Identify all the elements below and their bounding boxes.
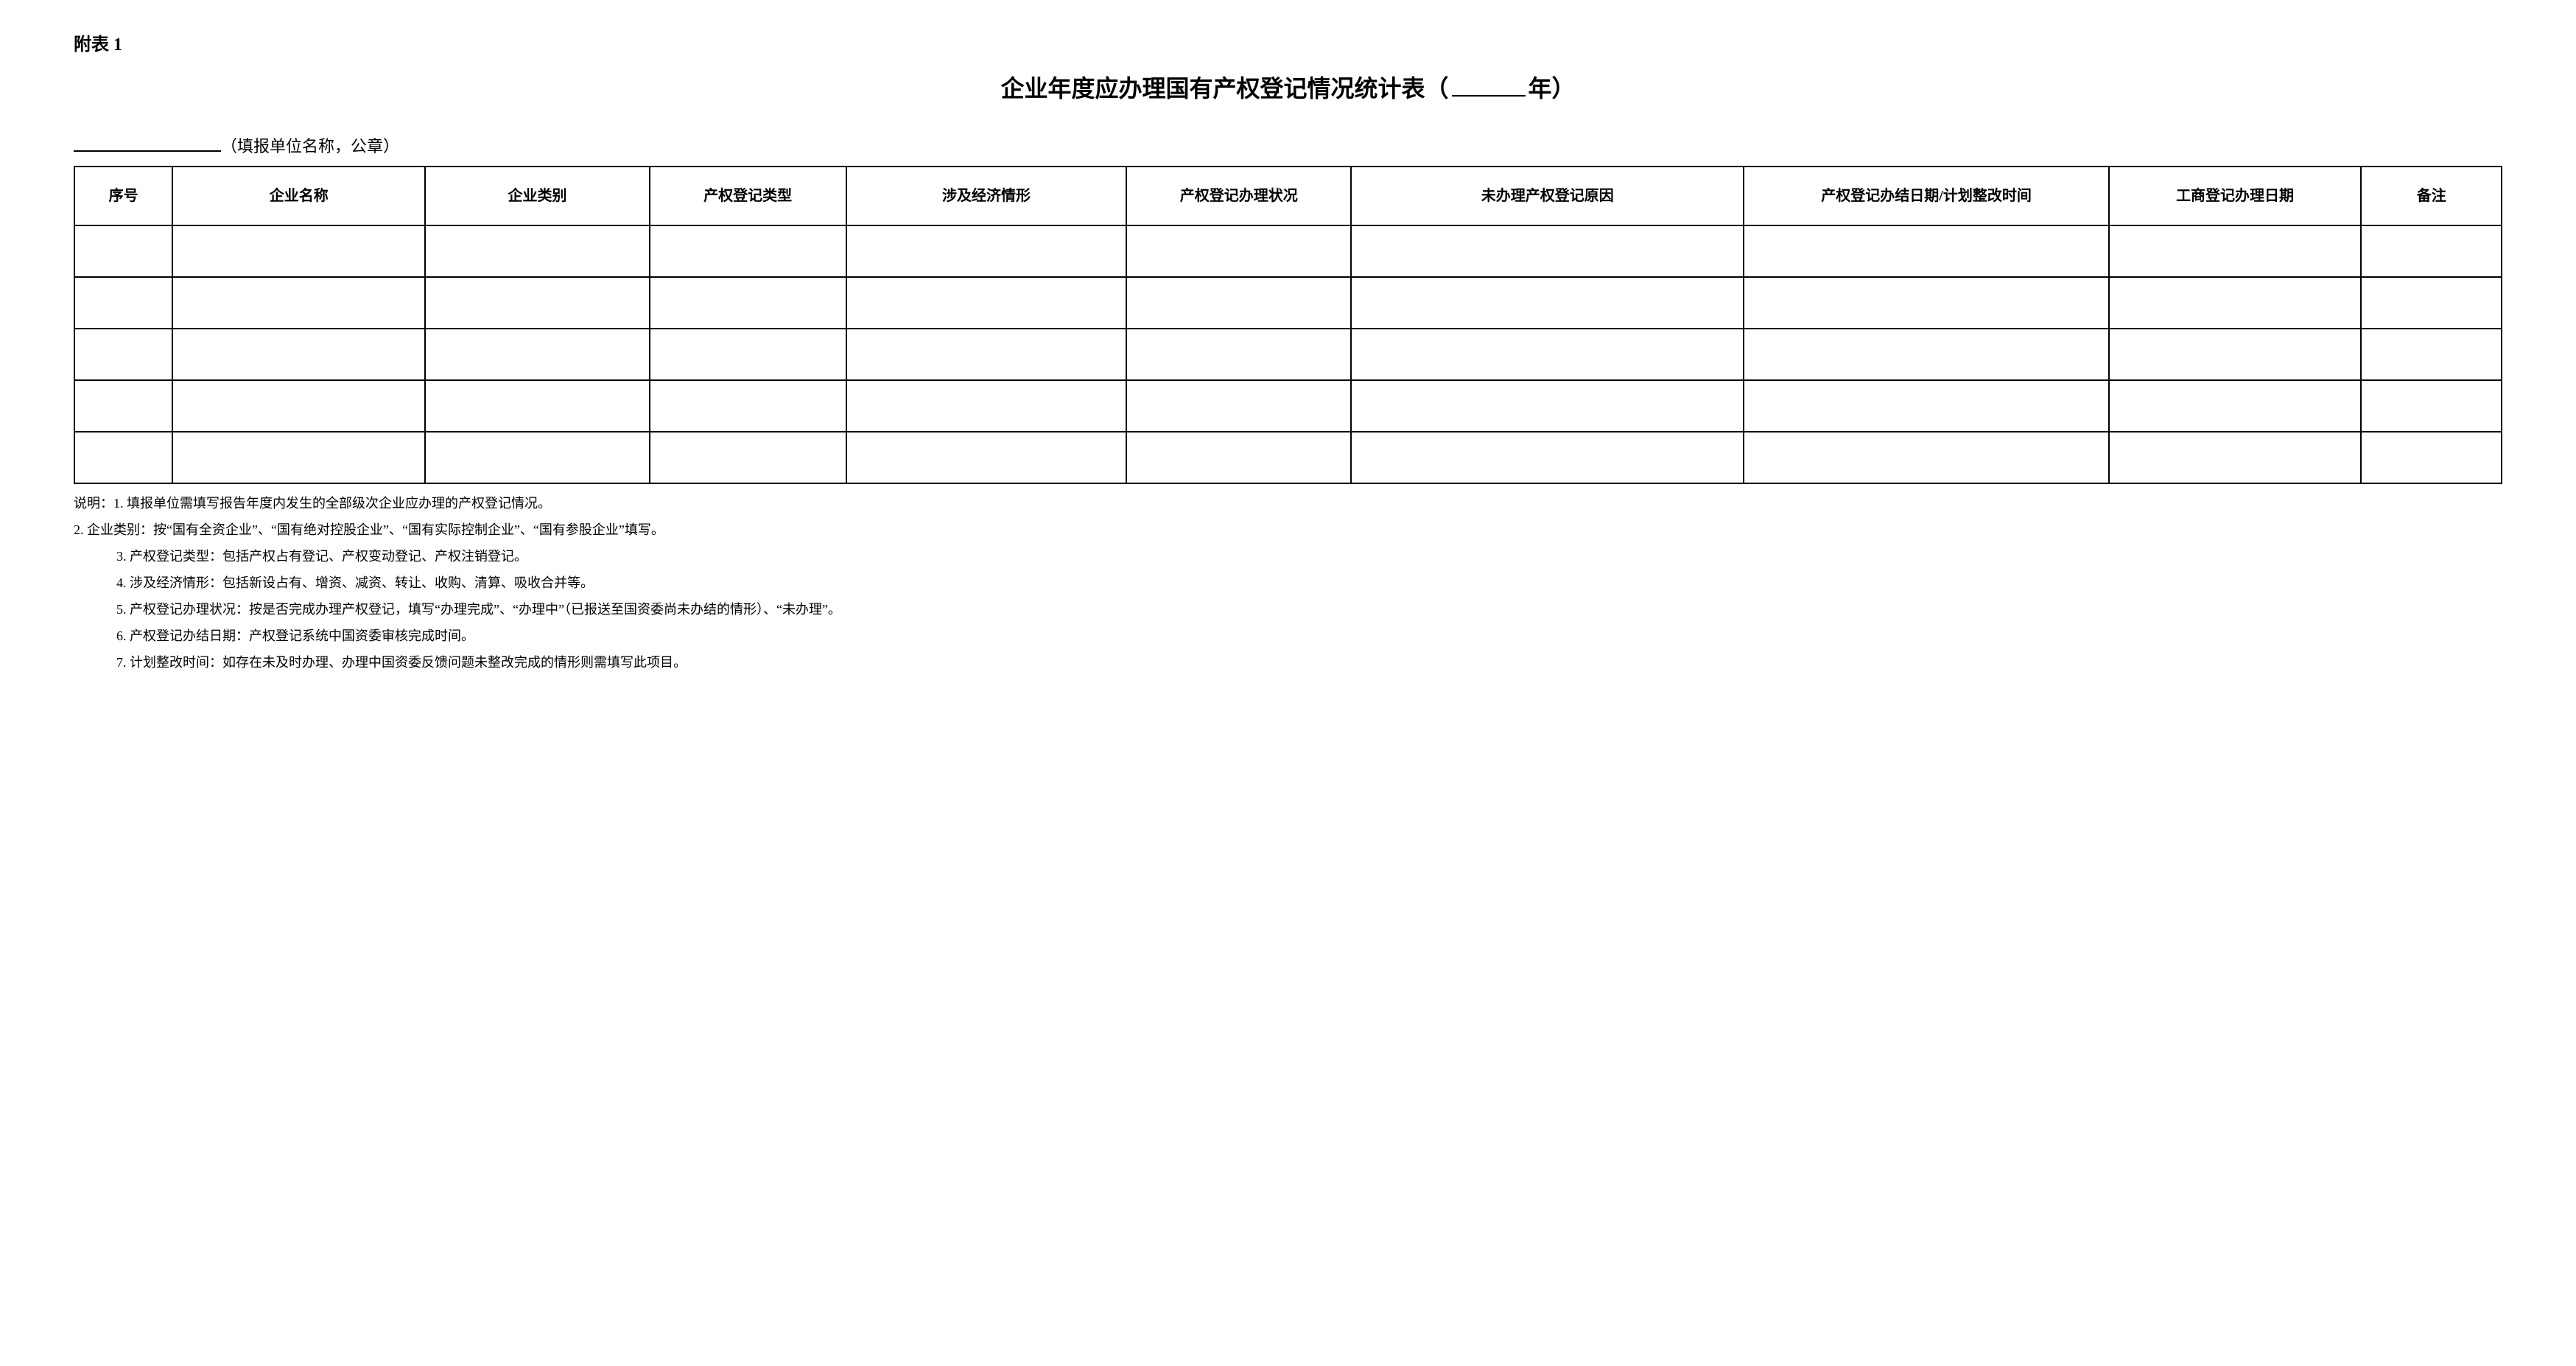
table-cell (74, 380, 172, 432)
note-item: 4. 涉及经济情形：包括新设占有、增资、减资、转让、收购、清算、吸收合并等。 (116, 570, 2502, 596)
table-cell (846, 329, 1127, 380)
attachment-label: 附表 1 (74, 29, 2502, 55)
table-cell (1744, 380, 2108, 432)
table-cell (1744, 432, 2108, 483)
table-cell (2109, 380, 2362, 432)
table-cell (846, 225, 1127, 277)
title-prefix: 企业年度应办理国有产权登记情况统计表（ (1000, 75, 1448, 102)
title-year-blank (1452, 73, 1526, 97)
table-cell (425, 277, 650, 329)
notes-list: 2. 企业类别：按“国有全资企业”、“国有绝对控股企业”、“国有实际控制企业”、… (74, 522, 2502, 676)
table-cell (650, 225, 846, 277)
unit-line-suffix: （填报单位名称，公章） (221, 137, 399, 155)
col-header-regtype: 产权登记类型 (650, 167, 846, 225)
col-header-name: 企业名称 (172, 167, 425, 225)
note-item: 5. 产权登记办理状况：按是否完成办理产权登记，填写“办理完成”、“办理中”（已… (116, 596, 2502, 623)
table-cell (846, 432, 1127, 483)
table-cell (1126, 277, 1351, 329)
title-suffix: 年） (1529, 75, 1576, 102)
table-cell (2109, 329, 2362, 380)
table-cell (650, 329, 846, 380)
col-header-status: 产权登记办理状况 (1126, 167, 1351, 225)
table-cell (1126, 380, 1351, 432)
note-item: 7. 计划整改时间：如存在未及时办理、办理中国资委反馈问题未整改完成的情形则需填… (116, 649, 2502, 676)
table-cell (425, 225, 650, 277)
table-cell (1126, 432, 1351, 483)
table-cell (1744, 277, 2108, 329)
table-cell (2361, 329, 2502, 380)
table-cell (650, 380, 846, 432)
table-cell (2109, 432, 2362, 483)
col-header-note: 备注 (2361, 167, 2502, 225)
table-cell (1351, 225, 1744, 277)
note-item: 3. 产权登记类型：包括产权占有登记、产权变动登记、产权注销登记。 (116, 543, 2502, 570)
col-header-type: 企业类别 (425, 167, 650, 225)
table-row (74, 432, 2502, 483)
table-cell (74, 225, 172, 277)
table-row (74, 277, 2502, 329)
table-cell (1744, 225, 2108, 277)
table-cell (74, 277, 172, 329)
table-cell (650, 277, 846, 329)
table-cell (172, 277, 425, 329)
col-header-reason: 未办理产权登记原因 (1351, 167, 1744, 225)
table-cell (1351, 432, 1744, 483)
table-cell (172, 225, 425, 277)
table-row (74, 329, 2502, 380)
unit-line: （填报单位名称，公章） (74, 133, 2502, 157)
col-header-econ: 涉及经济情形 (846, 167, 1127, 225)
table-cell (2109, 277, 2362, 329)
table-cell (2361, 432, 2502, 483)
col-header-date2: 工商登记办理日期 (2109, 167, 2362, 225)
table-header-row: 序号 企业名称 企业类别 产权登记类型 涉及经济情形 产权登记办理状况 未办理产… (74, 167, 2502, 225)
table-row (74, 225, 2502, 277)
table-cell (425, 329, 650, 380)
note-item: 2. 企业类别：按“国有全资企业”、“国有绝对控股企业”、“国有实际控制企业”、… (74, 522, 664, 537)
col-header-date1: 产权登记办结日期/计划整改时间 (1744, 167, 2108, 225)
note-item: 1. 填报单位需填写报告年度内发生的全部级次企业应办理的产权登记情况。 (113, 496, 551, 511)
table-cell (2361, 277, 2502, 329)
note-item: 6. 产权登记办结日期：产权登记系统中国资委审核完成时间。 (116, 623, 2502, 649)
table-cell (1351, 277, 1744, 329)
table-cell (846, 380, 1127, 432)
table-cell (846, 277, 1127, 329)
table-cell (650, 432, 846, 483)
col-header-seq: 序号 (74, 167, 172, 225)
notes-label: 说明： (74, 496, 113, 511)
table-cell (1351, 329, 1744, 380)
table-cell (1744, 329, 2108, 380)
page-title: 企业年度应办理国有产权登记情况统计表（ 年） (74, 70, 2502, 104)
table-cell (172, 329, 425, 380)
table-cell (425, 380, 650, 432)
table-cell (2109, 225, 2362, 277)
table-cell (2361, 380, 2502, 432)
unit-name-blank (74, 136, 221, 152)
table-body (74, 225, 2502, 483)
registration-table: 序号 企业名称 企业类别 产权登记类型 涉及经济情形 产权登记办理状况 未办理产… (74, 166, 2502, 484)
table-cell (2361, 225, 2502, 277)
table-cell (1351, 380, 1744, 432)
table-cell (1126, 329, 1351, 380)
table-cell (1126, 225, 1351, 277)
table-cell (425, 432, 650, 483)
table-cell (74, 329, 172, 380)
table-cell (172, 432, 425, 483)
table-row (74, 380, 2502, 432)
notes-section: 说明：1. 填报单位需填写报告年度内发生的全部级次企业应办理的产权登记情况。 2… (74, 490, 2502, 676)
table-cell (74, 432, 172, 483)
table-cell (172, 380, 425, 432)
